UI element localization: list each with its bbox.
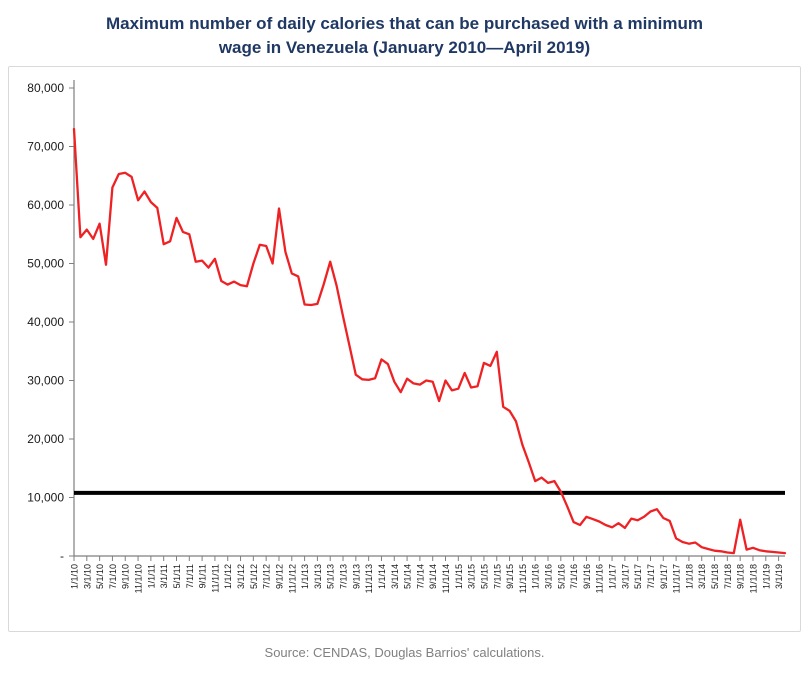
y-axis-label: 10,000 <box>27 490 64 504</box>
x-axis-label: 7/1/10 <box>108 564 118 589</box>
x-axis-label: 3/1/12 <box>236 564 246 589</box>
y-axis-label: 30,000 <box>27 373 64 387</box>
x-axis-label: 11/1/15 <box>518 564 528 593</box>
x-axis-label: 7/1/11 <box>185 564 195 588</box>
x-axis-label: 7/1/17 <box>646 564 656 589</box>
x-axis-label: 9/1/15 <box>505 564 515 589</box>
x-axis-label: 9/1/14 <box>428 564 438 589</box>
x-axis-label: 5/1/17 <box>633 564 643 589</box>
chart-canvas: - 10,000 20,000 30,000 40,000 50,000 60,000 70,… <box>27 79 787 593</box>
x-axis-label: 1/1/16 <box>531 564 541 589</box>
x-axis-label: 5/1/14 <box>403 564 413 589</box>
x-axis-label: 7/1/12 <box>262 564 272 589</box>
x-axis-label: 1/1/13 <box>300 564 310 589</box>
y-axis-label: 70,000 <box>27 139 64 153</box>
x-axis-label: 3/1/11 <box>159 564 169 588</box>
x-axis-label: 1/1/11 <box>146 564 156 588</box>
x-axis-label: 5/1/18 <box>710 564 720 589</box>
x-axis-label: 5/1/12 <box>249 564 259 589</box>
x-axis-label: 11/1/12 <box>287 564 297 593</box>
x-axis-label: 5/1/16 <box>556 564 566 589</box>
x-axis-label: 9/1/10 <box>121 564 131 589</box>
x-axis-label: 1/1/17 <box>608 564 618 589</box>
x-axis-label: 9/1/11 <box>198 564 208 588</box>
y-axis-label: - <box>60 549 64 563</box>
x-axis-label: 5/1/10 <box>95 564 105 589</box>
x-axis-label: 7/1/16 <box>569 564 579 589</box>
x-axis-label: 1/1/19 <box>761 564 771 589</box>
series-line-calories <box>72 127 787 554</box>
x-axis-label: 11/1/13 <box>364 564 374 593</box>
x-axis-label: 9/1/13 <box>351 564 361 589</box>
chart-title: Maximum number of daily calories that ca… <box>105 14 704 57</box>
y-axis-label: 40,000 <box>27 315 64 329</box>
x-axis-label: 7/1/15 <box>492 564 502 589</box>
x-axis-label: 9/1/17 <box>659 564 669 589</box>
x-axis-label: 5/1/11 <box>172 564 182 588</box>
x-axis-label: 7/1/13 <box>339 564 349 589</box>
x-axis-label: 3/1/19 <box>774 564 784 589</box>
x-axis-label: 1/1/14 <box>377 564 387 589</box>
chart-frame: - 10,000 20,000 30,000 40,000 50,000 60,000 70,… <box>8 65 801 632</box>
y-axis-label: 60,000 <box>27 198 64 212</box>
x-axis-label: 11/1/11 <box>210 564 220 593</box>
x-axis-label: 11/1/18 <box>748 564 758 593</box>
x-axis-label: 7/1/14 <box>415 564 425 589</box>
x-axis-label: 3/1/17 <box>620 564 630 589</box>
x-axis-label: 9/1/16 <box>582 564 592 589</box>
x-axis-label: 3/1/14 <box>390 564 400 589</box>
source-caption: Source: CENDAS, Douglas Barrios' calcula… <box>264 644 545 660</box>
x-axis-label: 7/1/18 <box>723 564 733 589</box>
x-axis-label: 11/1/17 <box>672 564 682 593</box>
x-axis-label: 3/1/13 <box>313 564 323 589</box>
x-axis-label: 1/1/10 <box>70 564 80 589</box>
x-axis-label: 11/1/10 <box>134 564 144 593</box>
x-axis-label: 1/1/15 <box>454 564 464 589</box>
x-axis-label: 1/1/12 <box>223 564 233 589</box>
x-axis-label: 3/1/18 <box>697 564 707 589</box>
x-axis-label: 5/1/13 <box>326 564 336 589</box>
x-axis-label: 11/1/16 <box>595 564 605 593</box>
x-axis-label: 1/1/18 <box>684 564 694 589</box>
y-axis-label: 80,000 <box>27 81 64 95</box>
x-axis-label: 3/1/16 <box>544 564 554 589</box>
x-axis-label: 9/1/12 <box>274 564 284 589</box>
y-axis-label: 20,000 <box>27 432 64 446</box>
x-axis-label: 5/1/15 <box>479 564 489 589</box>
x-axis-label: 11/1/14 <box>441 564 451 593</box>
x-axis-label: 3/1/15 <box>467 564 477 589</box>
x-axis-label: 9/1/18 <box>736 564 746 589</box>
x-axis-label: 3/1/10 <box>82 564 92 589</box>
y-axis-label: 50,000 <box>27 256 64 270</box>
